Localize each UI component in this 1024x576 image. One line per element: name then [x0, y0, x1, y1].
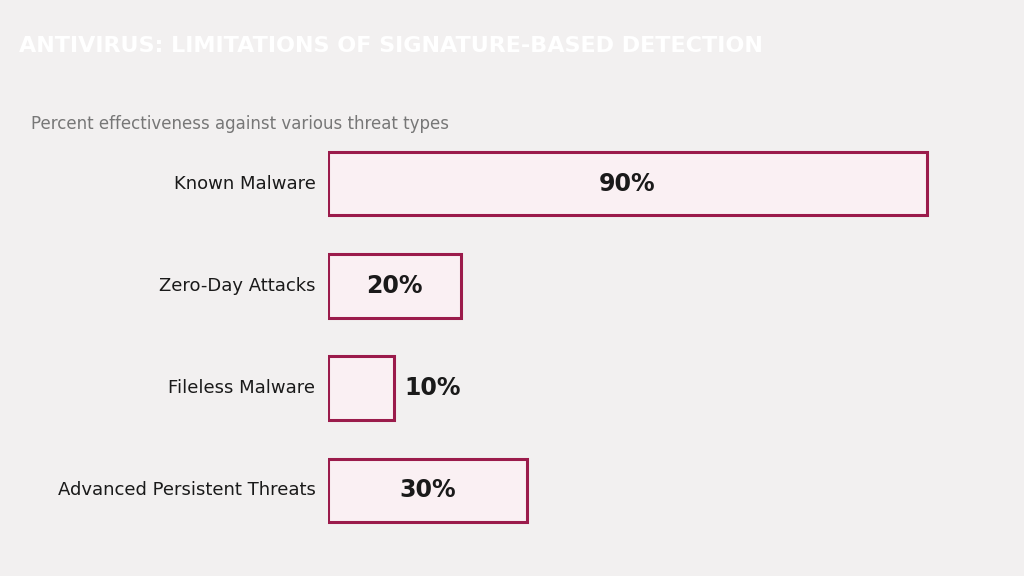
Text: 10%: 10% — [404, 376, 461, 400]
Text: ANTIVIRUS: LIMITATIONS OF SIGNATURE-BASED DETECTION: ANTIVIRUS: LIMITATIONS OF SIGNATURE-BASE… — [19, 36, 763, 56]
Bar — [328, 152, 927, 215]
Text: Percent effectiveness against various threat types: Percent effectiveness against various th… — [31, 115, 449, 133]
Text: Known Malware: Known Malware — [173, 175, 315, 192]
Bar — [328, 357, 394, 420]
Text: Advanced Persistent Threats: Advanced Persistent Threats — [57, 482, 315, 499]
Text: 30%: 30% — [399, 478, 456, 502]
Text: 20%: 20% — [366, 274, 423, 298]
Bar — [328, 254, 461, 317]
Text: Zero-Day Attacks: Zero-Day Attacks — [159, 277, 315, 295]
Bar — [328, 458, 527, 522]
Text: 90%: 90% — [599, 172, 655, 196]
Text: Fileless Malware: Fileless Malware — [168, 379, 315, 397]
